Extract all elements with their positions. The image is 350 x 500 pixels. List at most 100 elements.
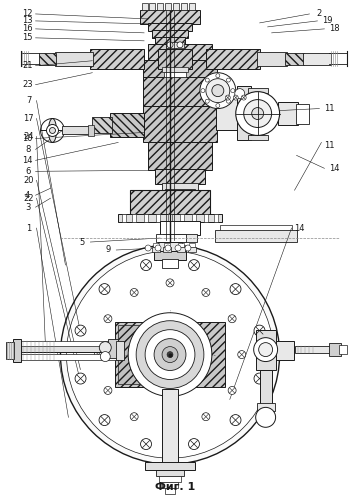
Bar (260, 370, 272, 404)
Bar (162, 259, 178, 268)
Bar (162, 66, 188, 71)
Bar (155, 37, 185, 45)
Circle shape (236, 92, 280, 136)
Bar (92, 116, 112, 134)
Bar (159, 476, 181, 482)
Bar (162, 482, 178, 488)
Bar (188, 247, 196, 252)
Circle shape (166, 279, 174, 287)
Text: 22: 22 (23, 194, 34, 202)
Circle shape (254, 373, 265, 384)
Text: 9: 9 (106, 246, 111, 254)
Circle shape (216, 74, 220, 78)
Bar (62, 126, 92, 134)
Bar (181, 3, 187, 10)
Bar (143, 76, 217, 106)
Bar (256, 330, 275, 370)
Bar (115, 322, 170, 388)
Bar (149, 3, 155, 10)
Text: 6: 6 (25, 167, 30, 176)
Bar (156, 234, 186, 242)
Text: 19: 19 (322, 16, 332, 26)
Circle shape (155, 245, 161, 251)
Text: 5: 5 (80, 238, 85, 246)
Circle shape (202, 412, 210, 420)
Text: 11: 11 (324, 104, 335, 113)
Circle shape (226, 99, 230, 103)
Circle shape (231, 88, 235, 92)
Circle shape (47, 124, 58, 136)
Circle shape (241, 95, 246, 100)
Bar (215, 230, 296, 242)
Text: 21: 21 (22, 61, 33, 70)
Circle shape (141, 260, 152, 270)
Circle shape (145, 330, 195, 380)
Circle shape (205, 99, 209, 103)
Circle shape (254, 325, 265, 336)
Bar (166, 42, 184, 48)
Bar (154, 251, 186, 260)
Circle shape (165, 245, 171, 251)
Bar (152, 247, 160, 252)
Bar (157, 3, 163, 10)
Text: Фиг. 1: Фиг. 1 (155, 482, 195, 492)
Bar (180, 214, 184, 222)
Bar (329, 342, 341, 355)
Bar (189, 3, 195, 10)
Circle shape (201, 88, 205, 92)
Bar (19, 354, 118, 360)
Bar (165, 3, 171, 10)
Circle shape (202, 288, 210, 296)
Text: 4: 4 (25, 190, 30, 200)
Bar (145, 462, 195, 470)
Circle shape (136, 320, 204, 388)
Circle shape (75, 373, 86, 384)
Bar (38, 53, 56, 64)
Circle shape (130, 288, 138, 296)
Text: 1: 1 (26, 224, 31, 232)
Bar (110, 112, 144, 138)
Circle shape (254, 338, 278, 361)
Bar (148, 23, 192, 31)
Bar (178, 243, 184, 247)
Circle shape (175, 245, 181, 251)
Circle shape (189, 260, 199, 270)
Bar (118, 324, 167, 384)
Bar (143, 106, 217, 142)
Circle shape (225, 95, 230, 100)
Bar (152, 30, 188, 38)
Circle shape (66, 251, 274, 458)
Bar (116, 340, 124, 359)
Circle shape (99, 342, 111, 353)
Ellipse shape (49, 118, 56, 142)
Bar (13, 338, 21, 361)
Bar (143, 60, 217, 78)
Bar (132, 214, 136, 222)
Text: 23: 23 (22, 80, 33, 89)
Bar (158, 49, 192, 68)
Bar (153, 243, 159, 247)
Text: 8: 8 (25, 145, 30, 154)
Bar (214, 214, 218, 222)
Bar (130, 190, 210, 215)
Circle shape (256, 408, 275, 428)
Bar (156, 470, 184, 476)
Bar (192, 214, 196, 222)
Bar (168, 214, 172, 222)
Bar (164, 243, 170, 247)
Bar (303, 53, 331, 64)
Bar (155, 170, 205, 184)
Circle shape (228, 386, 236, 394)
Text: 17: 17 (23, 114, 34, 123)
Bar (158, 242, 182, 252)
Bar (162, 390, 178, 469)
Text: 13: 13 (22, 16, 33, 26)
Text: 14: 14 (329, 164, 340, 173)
Bar (177, 247, 185, 252)
Bar (6, 342, 14, 358)
Bar (248, 136, 268, 140)
Text: 3: 3 (25, 202, 30, 211)
Bar (118, 214, 222, 222)
Bar (237, 86, 251, 140)
Text: 14: 14 (294, 224, 305, 232)
